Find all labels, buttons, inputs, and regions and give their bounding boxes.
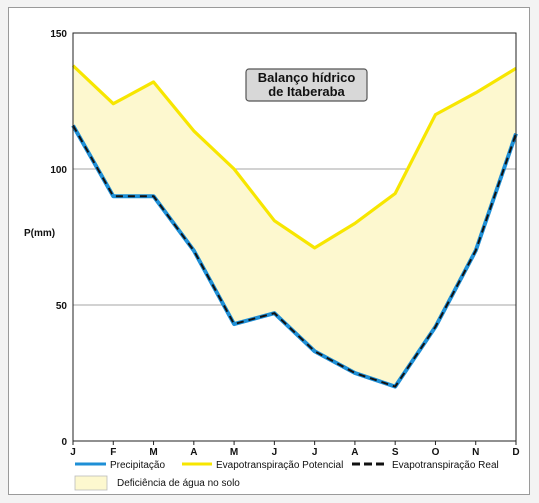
x-tick-label: N <box>472 447 479 458</box>
series-line-evapotranspiracao-potencial <box>71 64 517 250</box>
y-tick-label: 100 <box>50 165 67 176</box>
y-tick-label: 150 <box>50 29 67 40</box>
y-tick-label: 0 <box>61 437 67 448</box>
title-line-2: de Itaberaba <box>268 84 345 99</box>
legend: Precipitação Evapotranspiração Potencial… <box>74 460 499 491</box>
y-axis-label: P(mm) <box>24 228 55 239</box>
x-tick-label: M <box>149 447 157 458</box>
axes: 0 50 100 150 J F M A M J J A S O N D <box>50 29 519 458</box>
series-line-evapotranspiracao-real <box>72 124 517 388</box>
x-tick-label: O <box>432 447 440 458</box>
y-tick-label: 50 <box>56 301 68 312</box>
title-box <box>245 68 368 102</box>
x-tick-label: J <box>312 447 318 458</box>
chart-title: Balanço hídrico de Itaberaba <box>245 68 368 102</box>
legend-label-deficit: Deficiência de água no solo <box>117 478 240 489</box>
series-lines <box>71 64 518 389</box>
legend-swatch-deficit <box>74 475 108 491</box>
x-tick-label: M <box>230 447 238 458</box>
x-tick-label: J <box>70 447 76 458</box>
deficit-area-layer <box>73 65 516 387</box>
legend-label-evapotranspiracao-potencial: Evapotranspiração Potencial <box>216 460 343 471</box>
legend-label-evapotranspiracao-real: Evapotranspiração Real <box>392 460 499 471</box>
title-line-1: Balanço hídrico <box>258 70 356 85</box>
x-tick-label: A <box>351 447 358 458</box>
plot-border <box>72 32 517 442</box>
deficit-area <box>73 65 516 387</box>
x-tick-label: F <box>110 447 116 458</box>
legend-label-precipitacao: Precipitação <box>110 460 165 471</box>
x-tick-label: D <box>512 447 519 458</box>
x-tick-label: J <box>272 447 278 458</box>
x-tick-label: S <box>392 447 399 458</box>
x-tick-label: A <box>190 447 197 458</box>
